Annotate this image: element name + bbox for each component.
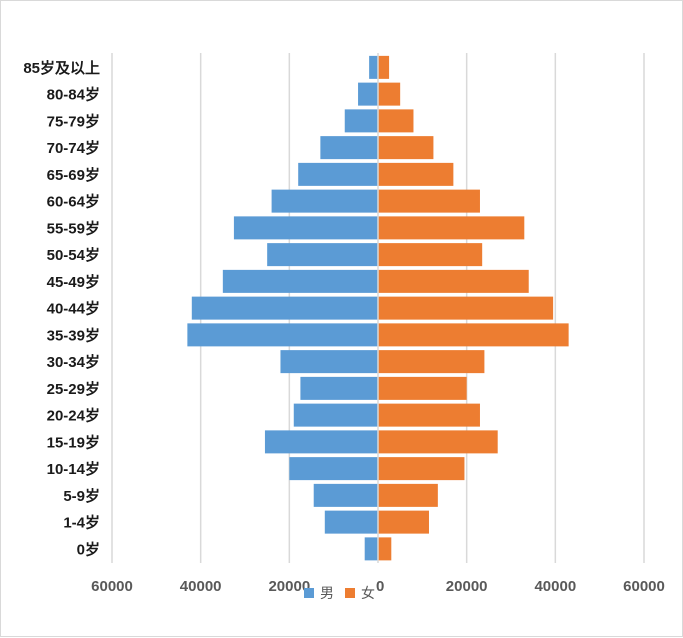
bar-male-3 — [289, 457, 378, 481]
bar-female-17 — [378, 82, 401, 106]
category-label-8: 35-39岁 — [47, 326, 100, 344]
category-label-11: 50-54岁 — [47, 246, 100, 264]
category-label-6: 25-29岁 — [47, 380, 100, 398]
category-label-9: 40-44岁 — [47, 300, 100, 318]
bar-female-7 — [378, 350, 485, 374]
bar-female-0 — [378, 537, 392, 561]
bar-female-8 — [378, 323, 569, 347]
category-label-2: 5-9岁 — [63, 487, 100, 505]
bar-male-12 — [233, 216, 378, 240]
bar-male-7 — [280, 350, 378, 374]
bar-male-13 — [271, 189, 378, 213]
bar-female-16 — [378, 109, 414, 133]
bar-female-12 — [378, 216, 525, 240]
x-tick-label-2: 20000 — [268, 578, 310, 595]
legend-swatch-female — [345, 588, 355, 598]
bar-male-16 — [344, 109, 378, 133]
bar-male-0 — [364, 537, 378, 561]
bar-male-10 — [222, 269, 378, 293]
x-tick-label-1: 40000 — [180, 578, 222, 595]
category-label-12: 55-59岁 — [47, 219, 100, 237]
bar-male-2 — [313, 483, 378, 507]
x-tick-label-5: 40000 — [534, 578, 576, 595]
x-tick-label-3: 0 — [376, 578, 384, 595]
legend-label-female: 女 — [361, 585, 375, 602]
category-label-0: 0岁 — [77, 540, 100, 558]
category-label-18: 85岁及以上 — [23, 59, 100, 77]
x-tick-label-0: 60000 — [91, 578, 133, 595]
bar-male-8 — [187, 323, 378, 347]
category-label-1: 1-4岁 — [63, 514, 100, 532]
bar-male-5 — [293, 403, 378, 427]
bar-female-18 — [378, 55, 390, 79]
bar-female-2 — [378, 483, 438, 507]
bar-female-1 — [378, 510, 429, 534]
category-label-3: 10-14岁 — [47, 460, 100, 478]
category-label-15: 70-74岁 — [47, 139, 100, 157]
category-label-13: 60-64岁 — [47, 193, 100, 211]
bar-female-5 — [378, 403, 480, 427]
bar-female-14 — [378, 162, 454, 186]
bar-male-15 — [320, 136, 378, 160]
bar-female-3 — [378, 457, 465, 481]
legend-swatch-male — [304, 588, 314, 598]
category-label-17: 80-84岁 — [47, 86, 100, 104]
bar-male-6 — [300, 376, 378, 400]
category-label-5: 20-24岁 — [47, 407, 100, 425]
category-label-7: 30-34岁 — [47, 353, 100, 371]
bar-female-11 — [378, 243, 483, 267]
bar-female-9 — [378, 296, 554, 320]
bar-female-10 — [378, 269, 529, 293]
category-label-10: 45-49岁 — [47, 273, 100, 291]
category-label-14: 65-69岁 — [47, 166, 100, 184]
bar-male-4 — [264, 430, 378, 454]
bar-female-13 — [378, 189, 480, 213]
x-tick-label-6: 60000 — [623, 578, 665, 595]
bar-female-4 — [378, 430, 498, 454]
bar-male-18 — [369, 55, 378, 79]
category-label-16: 75-79岁 — [47, 112, 100, 130]
bar-male-11 — [267, 243, 378, 267]
legend-label-male: 男 — [320, 586, 334, 602]
category-label-4: 15-19岁 — [47, 433, 100, 451]
bar-female-15 — [378, 136, 434, 160]
bar-male-9 — [191, 296, 378, 320]
bar-male-14 — [298, 162, 378, 186]
bar-male-17 — [358, 82, 378, 106]
bar-female-6 — [378, 376, 467, 400]
bar-male-1 — [324, 510, 378, 534]
x-tick-label-4: 20000 — [446, 578, 488, 595]
